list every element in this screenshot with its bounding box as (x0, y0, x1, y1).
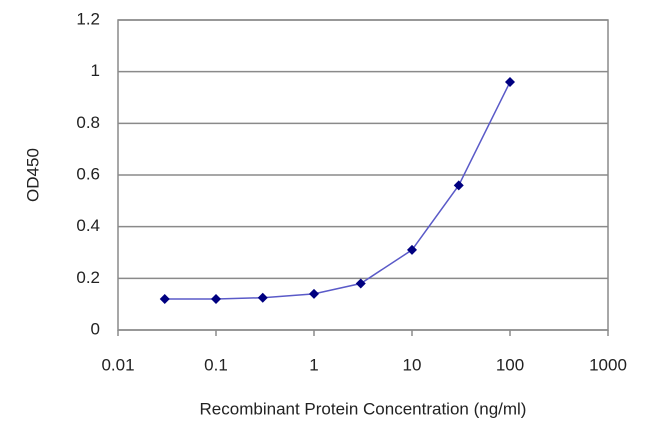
data-line (164, 81, 511, 300)
y-tick-label: 0.2 (76, 268, 100, 287)
data-point (453, 180, 464, 191)
data-point (257, 292, 268, 303)
y-tick-label: 0.6 (76, 164, 100, 183)
y-tick-label: 0.4 (76, 216, 100, 235)
y-tick-label: 0.8 (76, 113, 100, 132)
y-tick-label: 1 (91, 61, 100, 80)
data-point (407, 244, 417, 255)
data-point (309, 288, 319, 299)
data-point (505, 77, 515, 87)
x-tick-label: 0.01 (101, 355, 134, 374)
y-axis-label: OD450 (23, 148, 42, 202)
x-tick-label: 10 (403, 355, 422, 374)
y-tick-label: 1.2 (76, 9, 100, 28)
x-tick-label: 1 (309, 355, 318, 374)
data-point (211, 294, 221, 304)
data-point (159, 294, 170, 304)
x-tick-label: 100 (496, 355, 524, 374)
x-tick-label: 0.1 (204, 355, 228, 374)
data-point (355, 278, 366, 289)
x-axis-label: Recombinant Protein Concentration (ng/ml… (200, 399, 527, 418)
y-tick-label: 0 (91, 319, 100, 338)
x-tick-label: 1000 (589, 355, 627, 374)
